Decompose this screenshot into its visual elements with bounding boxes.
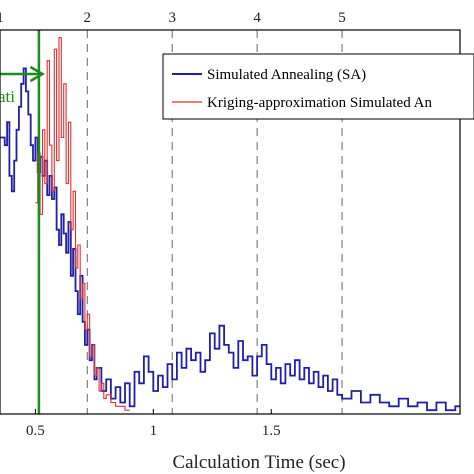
legend-label-2: Kriging-approximation Simulated An: [207, 95, 432, 111]
top-tick-label-2: 2: [84, 10, 92, 26]
top-tick-labels: 1 2 3 4 5: [0, 10, 346, 26]
plot-frame: [0, 29, 461, 415]
x-tick-label-1.5: 1.5: [262, 423, 281, 439]
x-axis-title: Calculation Time (sec): [172, 452, 345, 473]
marker-label: ati: [0, 87, 15, 106]
legend-box: [162, 53, 474, 120]
legend: Simulated Annealing (SA) Kriging-approxim…: [162, 53, 474, 120]
x-tick-label-0.5: 0.5: [26, 423, 45, 439]
top-tick-label-1: 1: [0, 10, 4, 26]
top-tick-label-5: 5: [338, 10, 346, 26]
series-layer: [0, 37, 460, 412]
top-tick-label-3: 3: [168, 10, 176, 26]
top-tick-label-4: 4: [253, 10, 261, 26]
x-tick-label-1: 1: [150, 423, 158, 439]
legend-label-1: Simulated Annealing (SA): [207, 67, 366, 83]
series-line-1: [0, 67, 460, 412]
bottom-tick-labels: 0.5 1 1.5: [26, 409, 281, 439]
marker-layer: ati: [0, 30, 45, 414]
series-line-2: [35, 37, 130, 411]
marker-arrow-head: [29, 65, 45, 83]
